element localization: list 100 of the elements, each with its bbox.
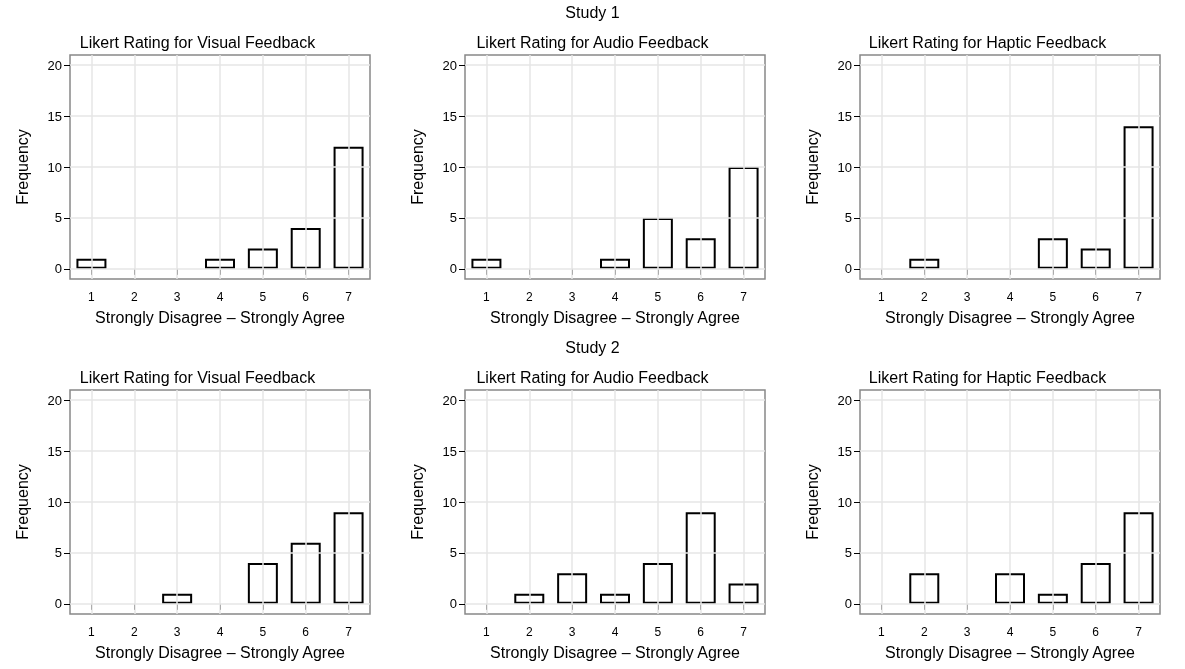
y-tick-label: 10 — [837, 494, 852, 510]
x-tick-label: 5 — [654, 625, 662, 639]
y-tick-label: 5 — [449, 545, 457, 561]
x-tick-label: 4 — [1006, 290, 1014, 304]
x-tick-label: 1 — [88, 625, 96, 639]
x-tick-label: 3 — [173, 625, 181, 639]
x-tick-label: 5 — [1049, 290, 1057, 304]
bar — [557, 573, 588, 604]
x-tick-label: 4 — [1006, 625, 1014, 639]
chart-title: Likert Rating for Haptic Feedback — [868, 33, 1108, 51]
bar — [909, 573, 940, 604]
x-axis-title: Strongly Disagree – Strongly Agree — [95, 643, 346, 661]
x-axis-title: Strongly Disagree – Strongly Agree — [885, 308, 1136, 326]
x-tick-label: 6 — [302, 290, 310, 304]
y-axis-title: Frequency — [408, 129, 426, 205]
x-axis-title: Strongly Disagree – Strongly Agree — [490, 308, 741, 326]
x-tick-label: 2 — [525, 290, 533, 304]
y-axis-title: Frequency — [13, 464, 31, 540]
x-tick-label: 2 — [920, 625, 928, 639]
x-tick-label: 7 — [740, 290, 748, 304]
bar — [642, 217, 673, 269]
x-axis-title: Strongly Disagree – Strongly Agree — [490, 643, 741, 661]
bar — [1080, 248, 1111, 269]
x-tick-label: 7 — [1135, 625, 1143, 639]
x-tick-label: 7 — [345, 290, 353, 304]
y-tick-label: 10 — [47, 159, 62, 175]
chart-title: Likert Rating for Audio Feedback — [476, 368, 710, 386]
text: Study 2 — [564, 339, 621, 357]
chart-title: Likert Rating for Audio Feedback — [476, 33, 710, 51]
x-tick-label: 6 — [1092, 625, 1100, 639]
y-tick-label: 20 — [47, 57, 62, 73]
x-tick-label: 1 — [878, 290, 886, 304]
bar — [1123, 512, 1154, 604]
x-tick-label: 3 — [568, 290, 576, 304]
y-tick-label: 10 — [442, 159, 457, 175]
bar — [290, 228, 321, 269]
bar — [1037, 238, 1068, 269]
y-tick-label: 15 — [442, 108, 457, 124]
y-tick-label: 15 — [837, 108, 852, 124]
x-tick-label: 2 — [130, 290, 138, 304]
x-tick-label: 1 — [878, 625, 886, 639]
x-tick-label: 2 — [920, 290, 928, 304]
y-tick-label: 10 — [442, 494, 457, 510]
y-tick-label: 15 — [442, 443, 457, 459]
x-tick-label: 4 — [611, 290, 619, 304]
x-tick-label: 6 — [697, 290, 705, 304]
bar — [685, 238, 716, 269]
y-tick-label: 0 — [54, 261, 62, 277]
x-tick-label: 1 — [88, 290, 96, 304]
y-tick-label: 5 — [844, 210, 852, 226]
x-axis-title: Strongly Disagree – Strongly Agree — [95, 308, 346, 326]
x-tick-label: 3 — [173, 290, 181, 304]
x-tick-label: 6 — [697, 625, 705, 639]
x-tick-label: 7 — [345, 625, 353, 639]
y-tick-label: 20 — [837, 392, 852, 408]
y-axis-title: Frequency — [13, 129, 31, 205]
x-tick-label: 7 — [740, 625, 748, 639]
y-axis-title: Frequency — [803, 129, 821, 205]
y-tick-label: 20 — [442, 392, 457, 408]
chart-title: Likert Rating for Visual Feedback — [79, 368, 317, 386]
y-tick-label: 20 — [47, 392, 62, 408]
y-tick-label: 0 — [844, 596, 852, 612]
x-tick-label: 4 — [611, 625, 619, 639]
y-tick-label: 20 — [837, 57, 852, 73]
bar — [333, 512, 364, 604]
x-tick-label: 4 — [216, 625, 224, 639]
bar — [642, 563, 673, 604]
y-tick-label: 15 — [47, 108, 62, 124]
x-tick-label: 1 — [483, 625, 491, 639]
x-tick-label: 4 — [216, 290, 224, 304]
y-tick-label: 0 — [449, 261, 457, 277]
bar — [685, 512, 716, 604]
bar — [247, 248, 278, 269]
bar — [247, 563, 278, 604]
x-tick-label: 6 — [1092, 290, 1100, 304]
x-tick-label: 5 — [654, 290, 662, 304]
x-tick-label: 2 — [130, 625, 138, 639]
y-tick-label: 15 — [837, 443, 852, 459]
x-tick-label: 5 — [1049, 625, 1057, 639]
bar — [1123, 126, 1154, 269]
y-tick-label: 10 — [837, 159, 852, 175]
bar — [995, 573, 1025, 604]
y-tick-label: 20 — [442, 57, 457, 73]
y-tick-label: 5 — [844, 545, 852, 561]
y-tick-label: 0 — [54, 596, 62, 612]
y-axis-title: Frequency — [803, 464, 821, 540]
x-tick-label: 6 — [302, 625, 310, 639]
x-tick-label: 3 — [963, 290, 971, 304]
x-tick-label: 3 — [568, 625, 576, 639]
x-tick-label: 5 — [259, 625, 267, 639]
y-tick-label: 10 — [47, 494, 62, 510]
bar — [728, 583, 759, 604]
x-tick-label: 7 — [1135, 290, 1143, 304]
text: Study 1 — [564, 4, 621, 22]
chart-title: Likert Rating for Haptic Feedback — [868, 368, 1108, 386]
x-tick-label: 1 — [483, 290, 491, 304]
x-tick-label: 3 — [963, 625, 971, 639]
x-axis-title: Strongly Disagree – Strongly Agree — [885, 643, 1136, 661]
y-tick-label: 5 — [54, 210, 62, 226]
y-tick-label: 0 — [449, 596, 457, 612]
